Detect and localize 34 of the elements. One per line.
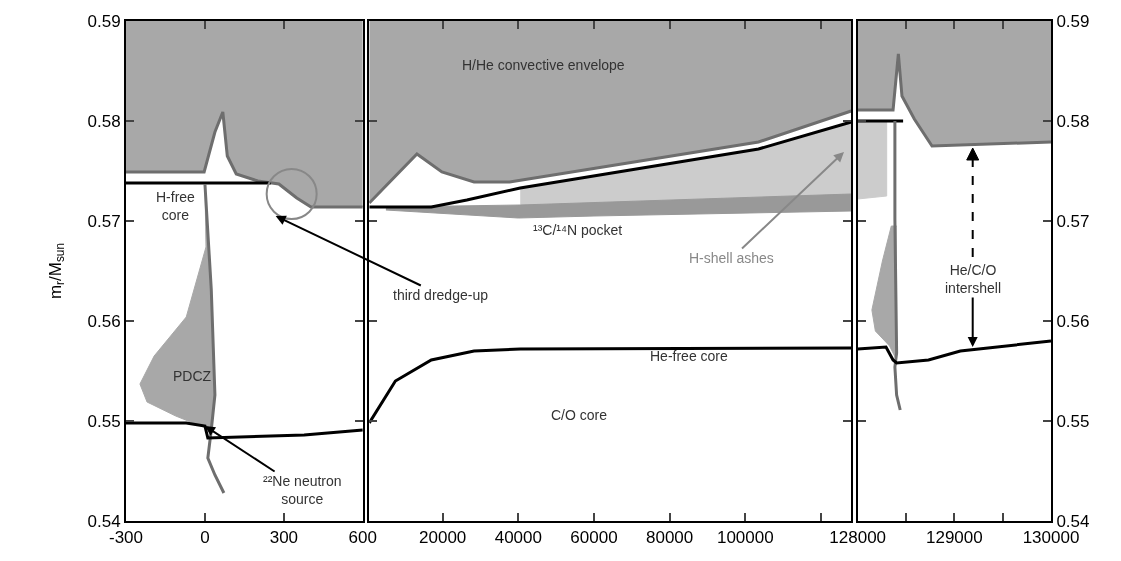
y-tick-label: 0.58 <box>1056 111 1090 131</box>
y-tick-label: 0.58 <box>87 111 121 131</box>
annotation: H-shell ashes <box>689 250 774 266</box>
x-tick-label: 60000 <box>570 528 618 548</box>
x-tick-label: 80000 <box>645 528 694 548</box>
x-tick-label: -300 <box>108 528 144 548</box>
y-tick-label: 0.56 <box>87 311 121 331</box>
x-tick-label: 130000 <box>1022 528 1080 548</box>
y-tick-label: 0.55 <box>1056 411 1090 431</box>
annotation: C/O core <box>551 407 608 423</box>
y-tick-label: 0.54 <box>1056 511 1090 531</box>
x-tick-label: 40000 <box>494 528 542 548</box>
y-tick-label: 0.57 <box>1056 211 1090 231</box>
annotation: ²²Ne neutron source <box>263 473 342 508</box>
x-tick-label: 128000 <box>829 528 887 548</box>
annotation: third dredge-up <box>393 287 489 303</box>
y-tick-label: 0.56 <box>1056 311 1090 331</box>
x-tick-label: 20000 <box>419 528 467 548</box>
annotation: He-free core <box>650 348 729 364</box>
annotation: ¹³C/¹⁴N pocket <box>533 222 623 238</box>
x-tick-label: 0 <box>200 528 210 548</box>
y-tick-label: 0.59 <box>1056 11 1090 31</box>
x-tick-label: 100000 <box>716 528 774 548</box>
annotation: H/He convective envelope <box>462 57 625 73</box>
x-tick-label: 600 <box>348 528 377 548</box>
x-tick-label: 300 <box>269 528 299 548</box>
annotation: PDCZ <box>173 368 212 384</box>
y-tick-label: 0.55 <box>87 411 121 431</box>
annotation: He/C/O intershell <box>945 262 1002 297</box>
y-tick-label: 0.54 <box>87 511 121 531</box>
x-tick-label: 129000 <box>925 528 983 548</box>
annotation: H-free core <box>156 189 196 224</box>
y-tick-label: 0.59 <box>87 11 121 31</box>
y-tick-label: 0.57 <box>87 211 121 231</box>
